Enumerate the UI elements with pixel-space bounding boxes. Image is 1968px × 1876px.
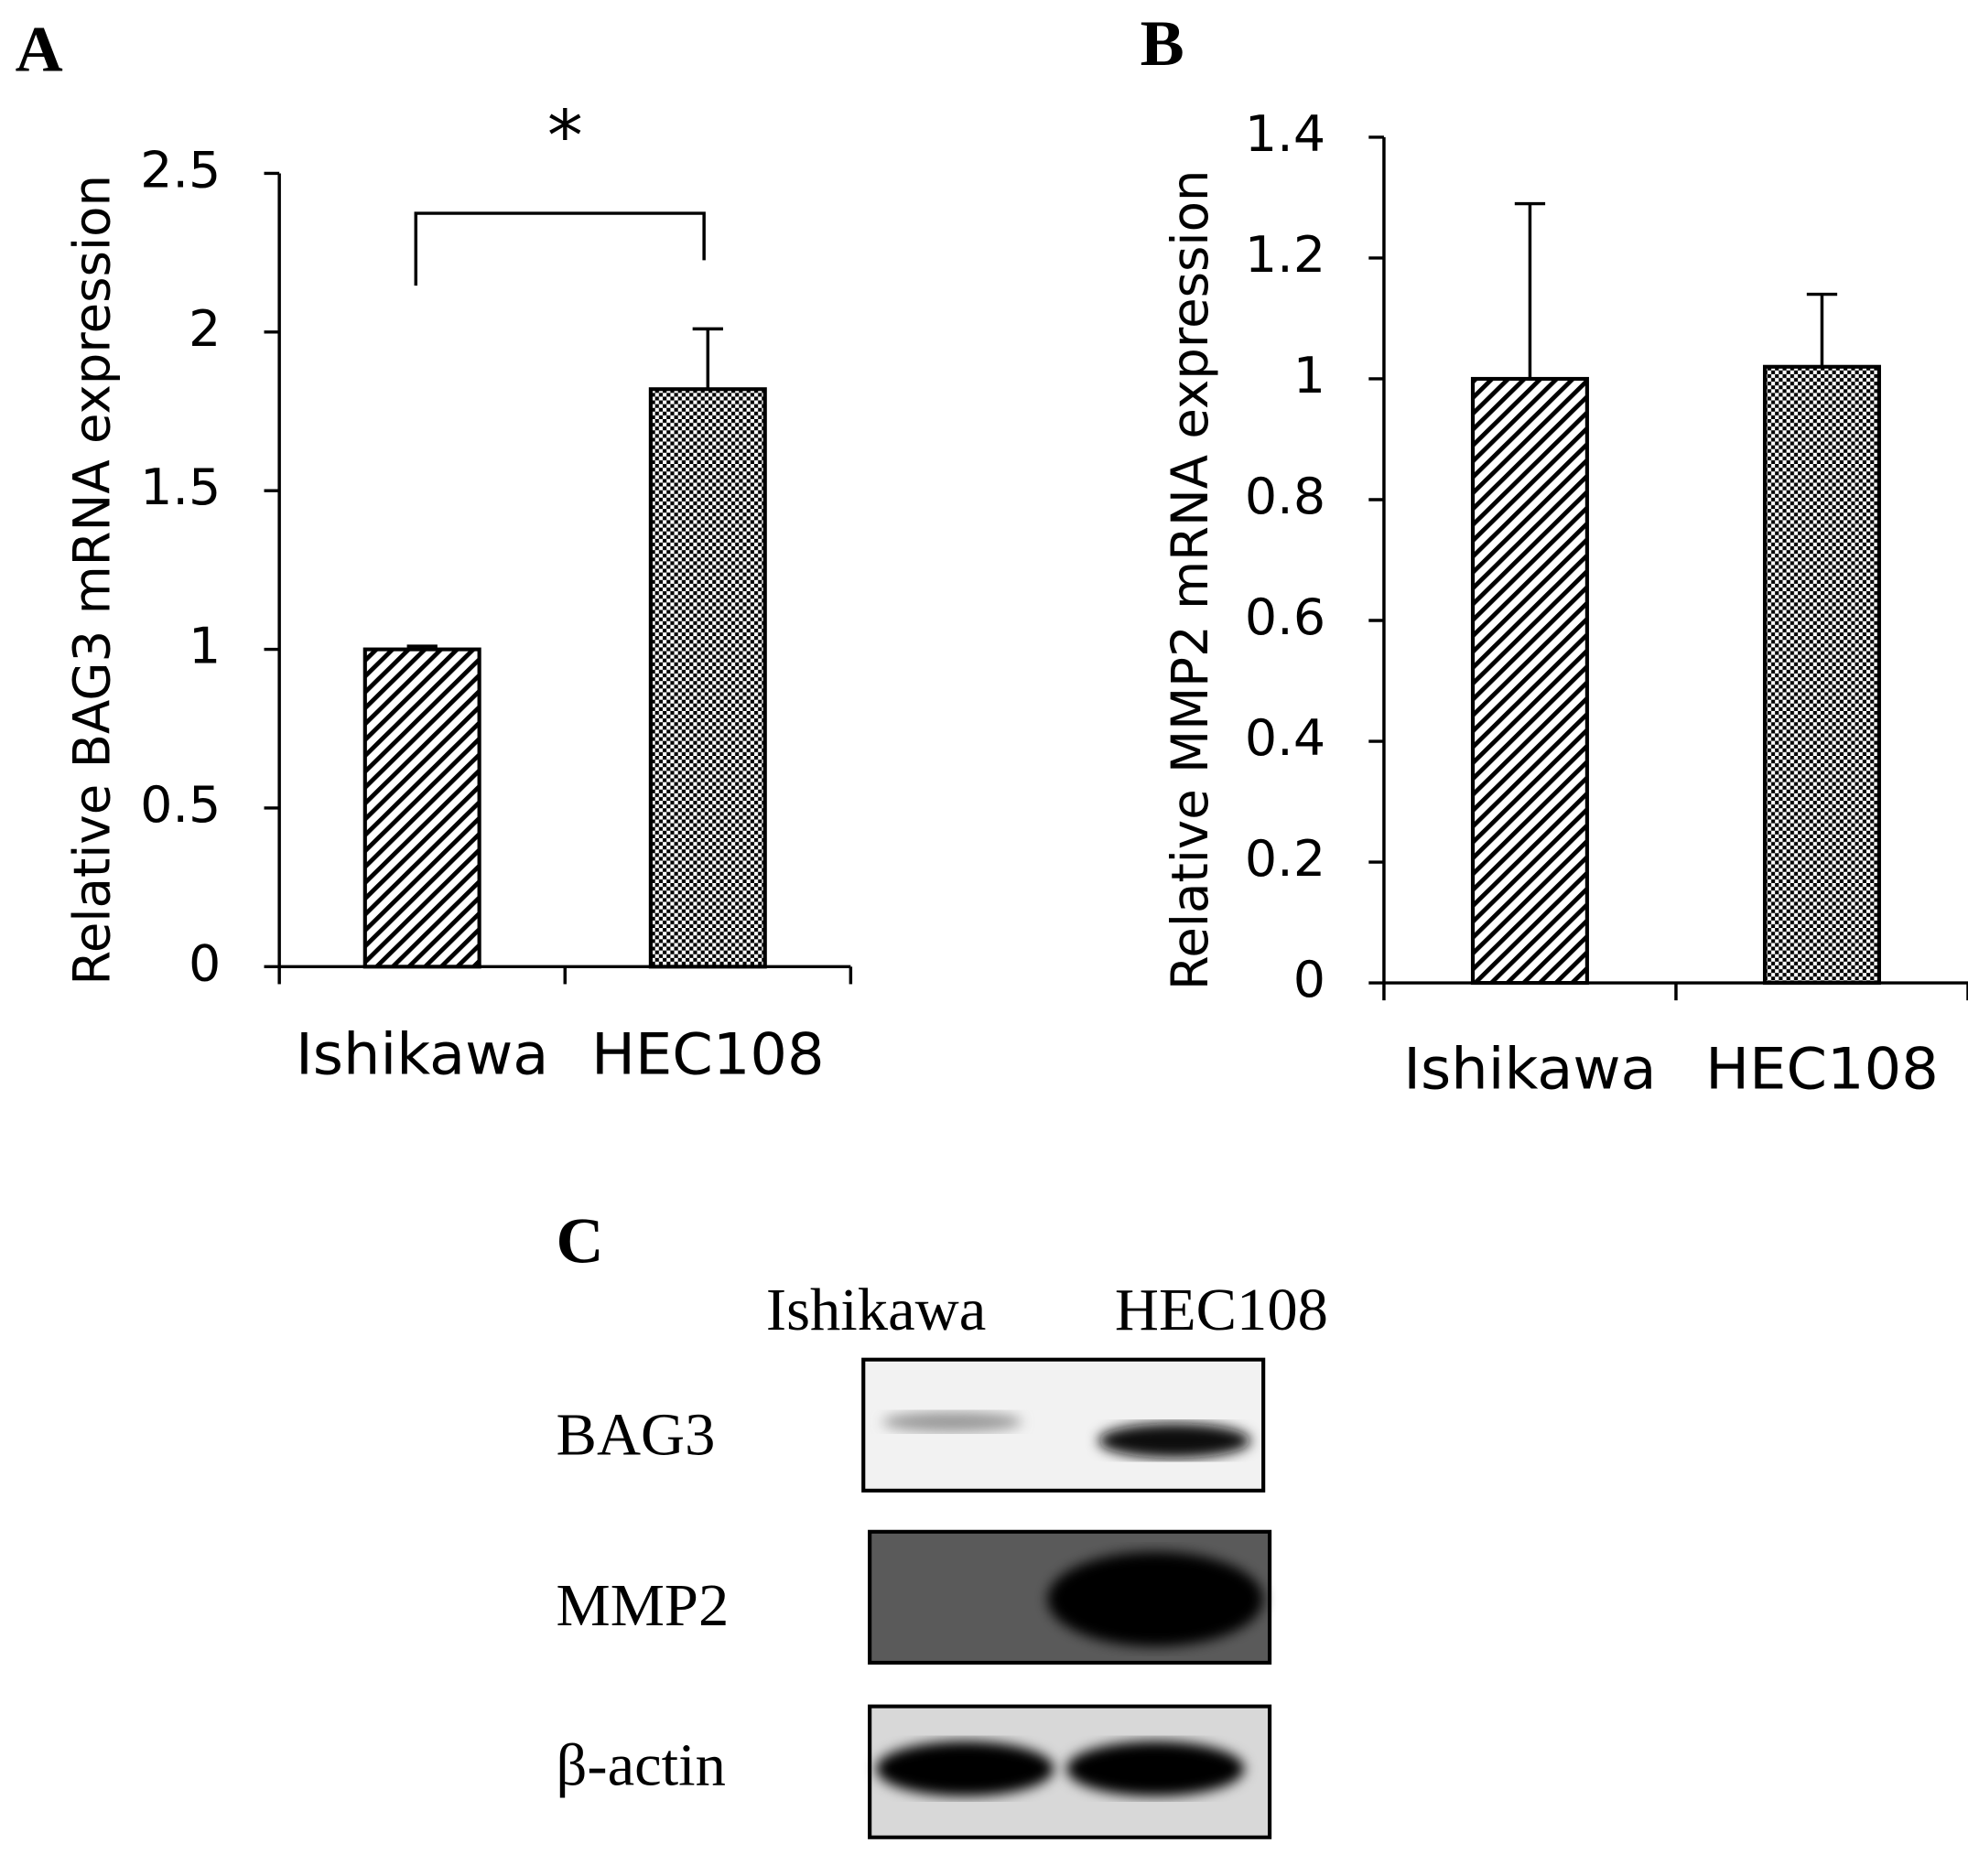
y-tick-label: 1.2 [1245,225,1325,283]
band [1098,1423,1251,1459]
bar [648,387,767,969]
band [882,1411,1022,1432]
bar [1762,364,1881,986]
bar [362,647,481,969]
y-tick-label: 1.4 [1245,104,1325,162]
y-tick-label: 0.6 [1245,588,1325,645]
y-tick-label: 0.5 [140,775,221,833]
row-label: MMP2 [557,1573,730,1639]
band [1066,1741,1245,1796]
y-tick-label: 1 [1293,346,1325,404]
y-tick-label: 1 [189,617,221,674]
y-tick-label: 0 [1293,951,1325,1008]
y-tick-label: 0.8 [1245,467,1325,524]
x-tick-label: HEC108 [591,1020,825,1087]
x-tick-label: HEC108 [1705,1035,1939,1102]
annotation: * [547,96,583,177]
y-axis-label: Relative BAG3 mRNA expression [62,175,122,986]
y-tick-label: 0 [189,934,221,992]
x-tick-label: Ishikawa [1403,1035,1656,1102]
lane-label: HEC108 [1115,1278,1328,1343]
y-axis-label: Relative MMP2 mRNA expression [1161,170,1220,991]
y-tick-label: 1.5 [140,458,221,516]
lane-label: Ishikawa [766,1278,986,1343]
y-tick-label: 2.5 [140,141,221,199]
bar [1470,376,1589,986]
y-tick-label: 0.4 [1245,708,1325,766]
band [1047,1551,1264,1647]
row-label: BAG3 [557,1402,716,1468]
blot [861,1357,1272,1839]
y-tick-label: 0.2 [1245,830,1325,888]
significance-bracket [414,211,706,286]
panel-letter: B [1141,7,1184,79]
x-tick-label: Ishikawa [296,1020,548,1087]
panel-letter: C [557,1205,604,1277]
panel-letter: A [16,14,63,85]
row-label: β-actin [557,1732,726,1798]
band [876,1741,1054,1796]
y-tick-label: 2 [189,299,221,357]
